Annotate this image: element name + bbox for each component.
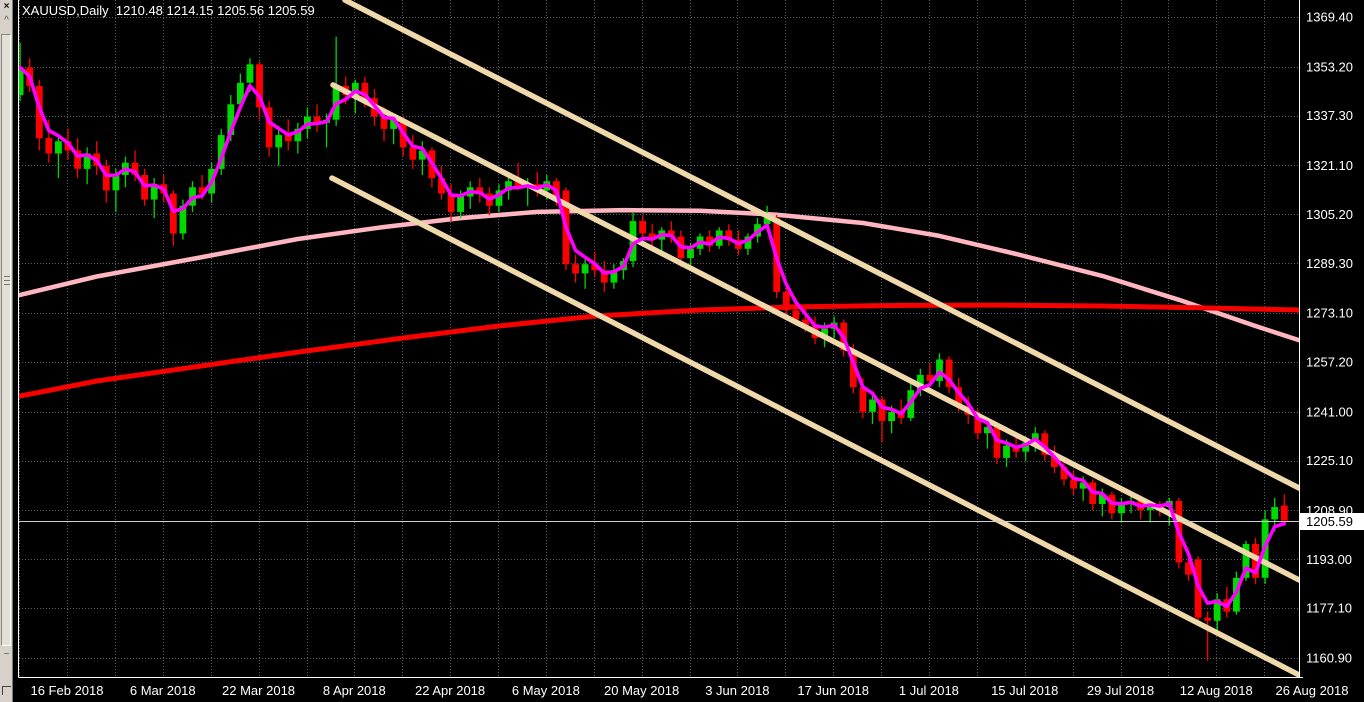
- price-tick-label: 1321.10: [1306, 158, 1353, 173]
- price-tick-label: 1241.00: [1306, 404, 1353, 419]
- date-tick-label: 12 Aug 2018: [1180, 683, 1253, 698]
- chart-ohlc-title: XAUUSD,Daily 1210.48 1214.15 1205.56 120…: [22, 3, 315, 18]
- price-tick-label: 1273.10: [1306, 306, 1353, 321]
- chevron-up-icon[interactable]: ^: [4, 15, 9, 26]
- plot-frame: [18, 0, 1303, 678]
- y-axis-labels: 1369.40 1353.20 1337.30 1321.10 1305.20 1289.…: [1306, 10, 1353, 666]
- long-ma-red-line: [19, 302, 1299, 399]
- date-tick-label: 20 May 2018: [604, 683, 679, 698]
- panel-scrollbar-track[interactable]: [1, 34, 11, 646]
- price-tick-label: 1257.20: [1306, 354, 1353, 369]
- panel-splitter-grip[interactable]: [4, 273, 10, 287]
- date-tick-label: 22 Apr 2018: [415, 683, 485, 698]
- channel-line-lower[interactable]: [329, 175, 1300, 677]
- current-price-label: 1205.59: [1306, 514, 1353, 529]
- grid: [19, 0, 1299, 677]
- price-tick-label: 1289.30: [1306, 256, 1353, 271]
- date-tick-label: 3 Jun 2018: [705, 683, 769, 698]
- date-tick-label: 17 Jun 2018: [797, 683, 869, 698]
- channel-line-middle[interactable]: [330, 82, 1300, 583]
- date-tick-label: 15 Jul 2018: [991, 683, 1058, 698]
- chevron-down-icon[interactable]: ~: [3, 649, 10, 660]
- price-tick-label: 1369.40: [1306, 10, 1353, 25]
- fast-ma-magenta-line: [19, 65, 1287, 609]
- date-tick-label: 6 Mar 2018: [130, 683, 196, 698]
- price-tick-label: 1225.10: [1306, 453, 1353, 468]
- close-icon[interactable]: ×: [3, 1, 10, 12]
- date-tick-label: 1 Jul 2018: [899, 683, 959, 698]
- candles: [19, 36, 1288, 661]
- x-axis-labels: 16 Feb 2018 6 Mar 2018 22 Mar 2018 8 Apr 20…: [30, 683, 1348, 698]
- collapsed-side-panel[interactable]: × ^ ~: [0, 0, 13, 702]
- date-tick-label: 22 Mar 2018: [222, 683, 295, 698]
- date-tick-label: 29 Jul 2018: [1087, 683, 1154, 698]
- date-tick-label: 8 Apr 2018: [323, 683, 386, 698]
- channel-line-upper[interactable]: [342, 0, 1300, 491]
- price-tick-label: 1353.20: [1306, 59, 1353, 74]
- date-tick-label: 6 May 2018: [512, 683, 580, 698]
- slow-ma-pink-line: [19, 207, 1299, 343]
- date-tick-label: 16 Feb 2018: [30, 683, 103, 698]
- price-tick-label: 1160.90: [1306, 651, 1352, 666]
- plot-area[interactable]: [17, 0, 1300, 677]
- price-tick-label: 1305.20: [1306, 207, 1353, 222]
- current-price-box: [1300, 513, 1364, 530]
- price-tick-label: 1193.00: [1306, 552, 1352, 567]
- price-tick-label: 1337.30: [1306, 108, 1353, 123]
- date-tick-label: 26 Aug 2018: [1275, 683, 1348, 698]
- price-tick-label: 1177.10: [1306, 601, 1352, 616]
- panel-corner-mark: [2, 686, 11, 695]
